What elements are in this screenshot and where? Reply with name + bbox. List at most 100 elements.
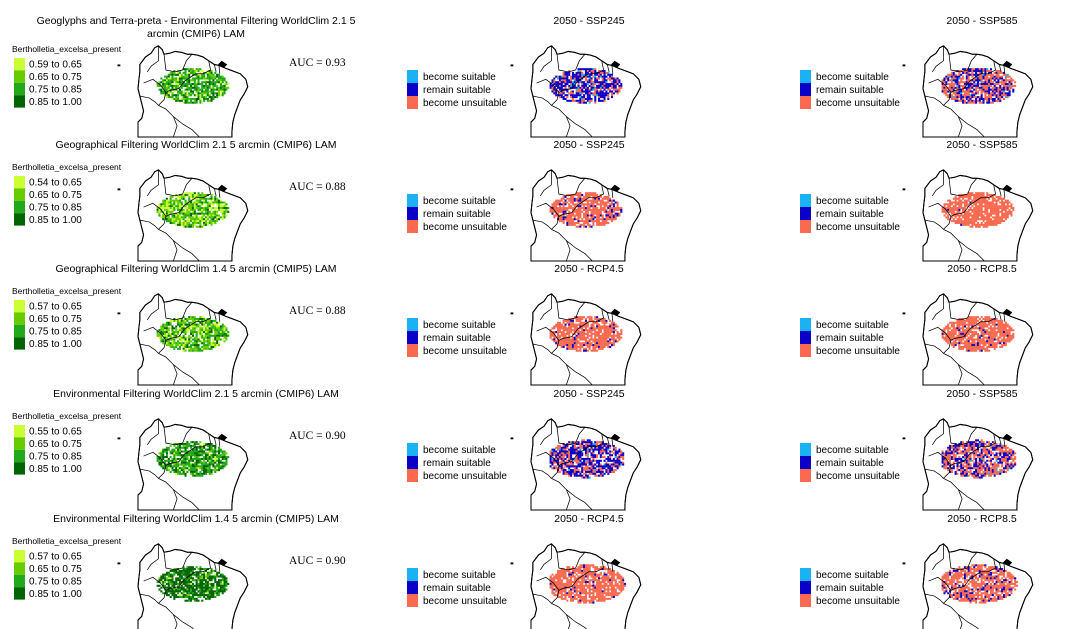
legend-label: remain suitable xyxy=(816,458,884,469)
change-map xyxy=(510,45,642,138)
suitability-raster xyxy=(549,192,623,228)
legend-swatch xyxy=(407,568,418,581)
legend-swatch xyxy=(407,581,418,594)
legend-label: 0.65 to 0.75 xyxy=(29,190,82,201)
legend-label: 0.75 to 0.85 xyxy=(29,202,82,213)
legend-swatch xyxy=(800,456,811,469)
legend-swatch xyxy=(800,70,811,83)
suitability-raster xyxy=(156,566,230,602)
legend-swatch xyxy=(407,207,418,220)
legend-swatch xyxy=(14,574,25,588)
panel-title: Geoglyphs and Terra-preta - Environmenta… xyxy=(37,15,356,27)
legend-swatch xyxy=(14,462,25,475)
legend-swatch xyxy=(14,337,25,350)
panel-title: Geographical Filtering WorldClim 1.4 5 a… xyxy=(55,263,336,275)
legend-swatch xyxy=(800,83,811,96)
future-panel-3-1: 2050 - RCP4.5 become suitable remain suita… xyxy=(407,263,642,386)
legend-label: become suitable xyxy=(423,570,496,581)
legend-swatch xyxy=(800,469,811,482)
island-mark xyxy=(1002,60,1013,69)
change-map xyxy=(510,293,642,386)
legend-label: 0.85 to 1.00 xyxy=(29,589,82,600)
legend-label: remain suitable xyxy=(816,333,884,344)
legend-swatch xyxy=(407,83,418,96)
auc-value: AUC = 0.88 xyxy=(289,305,346,317)
island-mark xyxy=(1002,558,1013,567)
legend-label: 0.75 to 0.85 xyxy=(29,84,82,95)
legend-label: remain suitable xyxy=(816,85,884,96)
legend-label: remain suitable xyxy=(423,209,491,220)
legend-label: remain suitable xyxy=(423,458,491,469)
legend-label: become unsuitable xyxy=(423,98,507,109)
suitability-raster xyxy=(941,192,1015,228)
change-map xyxy=(902,418,1034,511)
future-panel-5-2: 2050 - RCP8.5 become suitable remain suita… xyxy=(800,513,1034,629)
legend-label: remain suitable xyxy=(816,583,884,594)
legend-title: Bertholletia_excelsa_present xyxy=(12,162,122,172)
legend-label: become unsuitable xyxy=(423,471,507,482)
legend-swatch xyxy=(14,587,25,600)
legend-swatch xyxy=(800,318,811,331)
legend-swatch xyxy=(407,469,418,482)
change-map xyxy=(902,293,1034,386)
legend-swatch xyxy=(800,568,811,581)
legend-swatch xyxy=(800,594,811,607)
legend-label: remain suitable xyxy=(423,333,491,344)
legend-swatch xyxy=(407,443,418,456)
legend-label: become unsuitable xyxy=(816,346,900,357)
legend-swatch xyxy=(14,176,25,189)
legend-swatch xyxy=(407,194,418,207)
legend-swatch xyxy=(800,194,811,207)
legend-swatch xyxy=(14,213,25,226)
legend-label: become suitable xyxy=(423,196,496,207)
panel-title: 2050 - RCP8.5 xyxy=(947,263,1017,275)
coastline xyxy=(137,169,249,262)
future-panel-2-2: 2050 - SSP585 become suitable remain suita… xyxy=(800,139,1034,262)
auc-value: AUC = 0.90 xyxy=(289,430,346,442)
legend-label: 0.65 to 0.75 xyxy=(29,72,82,83)
auc-value: AUC = 0.93 xyxy=(289,57,346,69)
legend-label: become unsuitable xyxy=(816,98,900,109)
change-map xyxy=(902,45,1034,138)
legend-label: 0.57 to 0.65 xyxy=(29,552,82,563)
legend-swatch xyxy=(14,70,25,83)
legend-swatch xyxy=(407,318,418,331)
legend-swatch xyxy=(800,443,811,456)
island-mark xyxy=(610,308,621,317)
legend-label: become unsuitable xyxy=(423,346,507,357)
legend-swatch xyxy=(407,96,418,109)
island-mark xyxy=(217,184,228,193)
future-panel-4-1: 2050 - SSP245 become suitable remain suita… xyxy=(407,388,642,511)
suitability-raster xyxy=(156,68,230,104)
island-mark xyxy=(217,558,228,567)
present-panel-4: Environmental Filtering WorldClim 2.1 5 … xyxy=(12,388,346,511)
future-panel-4-2: 2050 - SSP585 become suitable remain suita… xyxy=(800,388,1034,511)
panel-title: Environmental Filtering WorldClim 2.1 5 … xyxy=(53,388,339,400)
legend-swatch xyxy=(407,220,418,233)
legend-title: Bertholletia_excelsa_present xyxy=(12,286,122,296)
legend-swatch xyxy=(800,220,811,233)
island-mark xyxy=(610,433,621,442)
legend-label: 0.75 to 0.85 xyxy=(29,576,82,587)
present-map xyxy=(117,169,249,262)
legend-label: become unsuitable xyxy=(816,471,900,482)
legend-swatch xyxy=(800,96,811,109)
panel-title: 2050 - RCP8.5 xyxy=(947,513,1017,525)
legend-label: become unsuitable xyxy=(423,222,507,233)
change-map xyxy=(510,169,642,262)
legend-swatch xyxy=(14,437,25,450)
suitability-raster xyxy=(941,316,1015,352)
panel-title: 2050 - SSP245 xyxy=(553,139,624,151)
legend-swatch xyxy=(407,331,418,344)
legend-swatch xyxy=(14,95,25,108)
legend-swatch xyxy=(14,562,25,575)
legend-label: 0.85 to 1.00 xyxy=(29,215,82,226)
present-panel-5: Environmental Filtering WorldClim 1.4 5 … xyxy=(12,513,346,629)
legend-swatch xyxy=(14,300,25,313)
legend-label: become suitable xyxy=(816,320,889,331)
legend-label: 0.55 to 0.65 xyxy=(29,427,82,438)
present-map xyxy=(117,543,249,629)
legend-label: remain suitable xyxy=(423,85,491,96)
suitability-raster xyxy=(156,441,230,477)
